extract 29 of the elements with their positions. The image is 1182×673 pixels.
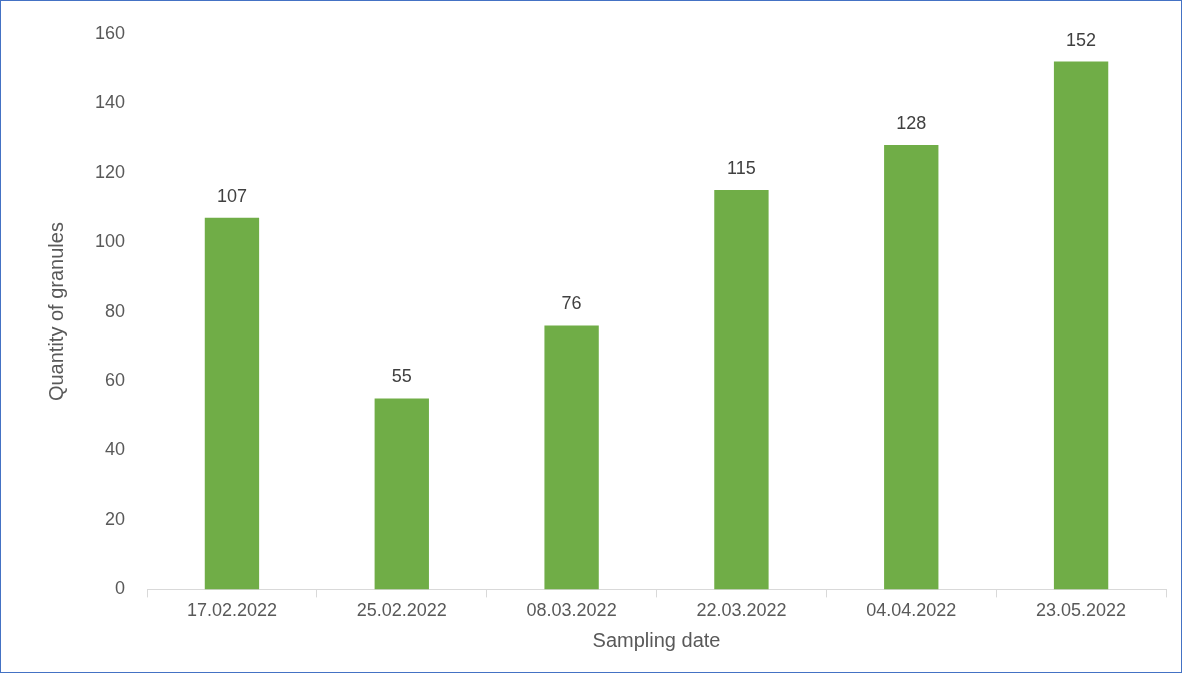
y-tick-label: 0 <box>115 578 126 599</box>
data-label: 128 <box>896 112 927 133</box>
y-tick-label: 80 <box>105 300 126 321</box>
data-label: 55 <box>391 366 412 387</box>
data-label: 115 <box>727 158 756 179</box>
bar <box>714 190 769 590</box>
y-axis-title: Quantity of granules <box>44 222 67 402</box>
y-tick-label: 140 <box>94 92 126 113</box>
bar <box>1053 61 1109 590</box>
y-tick-label: 20 <box>105 508 126 529</box>
bar <box>204 217 260 590</box>
x-tick-label: 17.02.2022 <box>186 600 277 621</box>
y-tick-label: 100 <box>94 231 126 252</box>
x-tick-label: 08.03.2022 <box>526 600 617 621</box>
y-tick-label: 160 <box>94 22 126 43</box>
x-tick-label: 04.04.2022 <box>866 600 957 621</box>
y-tick-label: 60 <box>105 370 126 391</box>
y-tick-label: 120 <box>94 161 126 182</box>
x-tick-label: 25.02.2022 <box>356 600 447 621</box>
bar <box>884 144 939 590</box>
x-tick-label: 23.05.2022 <box>1036 600 1127 621</box>
data-label: 76 <box>561 293 582 314</box>
bar <box>544 325 599 590</box>
x-axis-title: Sampling date <box>592 628 721 651</box>
data-label: 152 <box>1066 29 1097 50</box>
data-label: 107 <box>216 185 247 206</box>
x-tick-label: 22.03.2022 <box>696 600 787 621</box>
bar <box>374 398 429 590</box>
y-tick-label: 40 <box>105 439 126 460</box>
